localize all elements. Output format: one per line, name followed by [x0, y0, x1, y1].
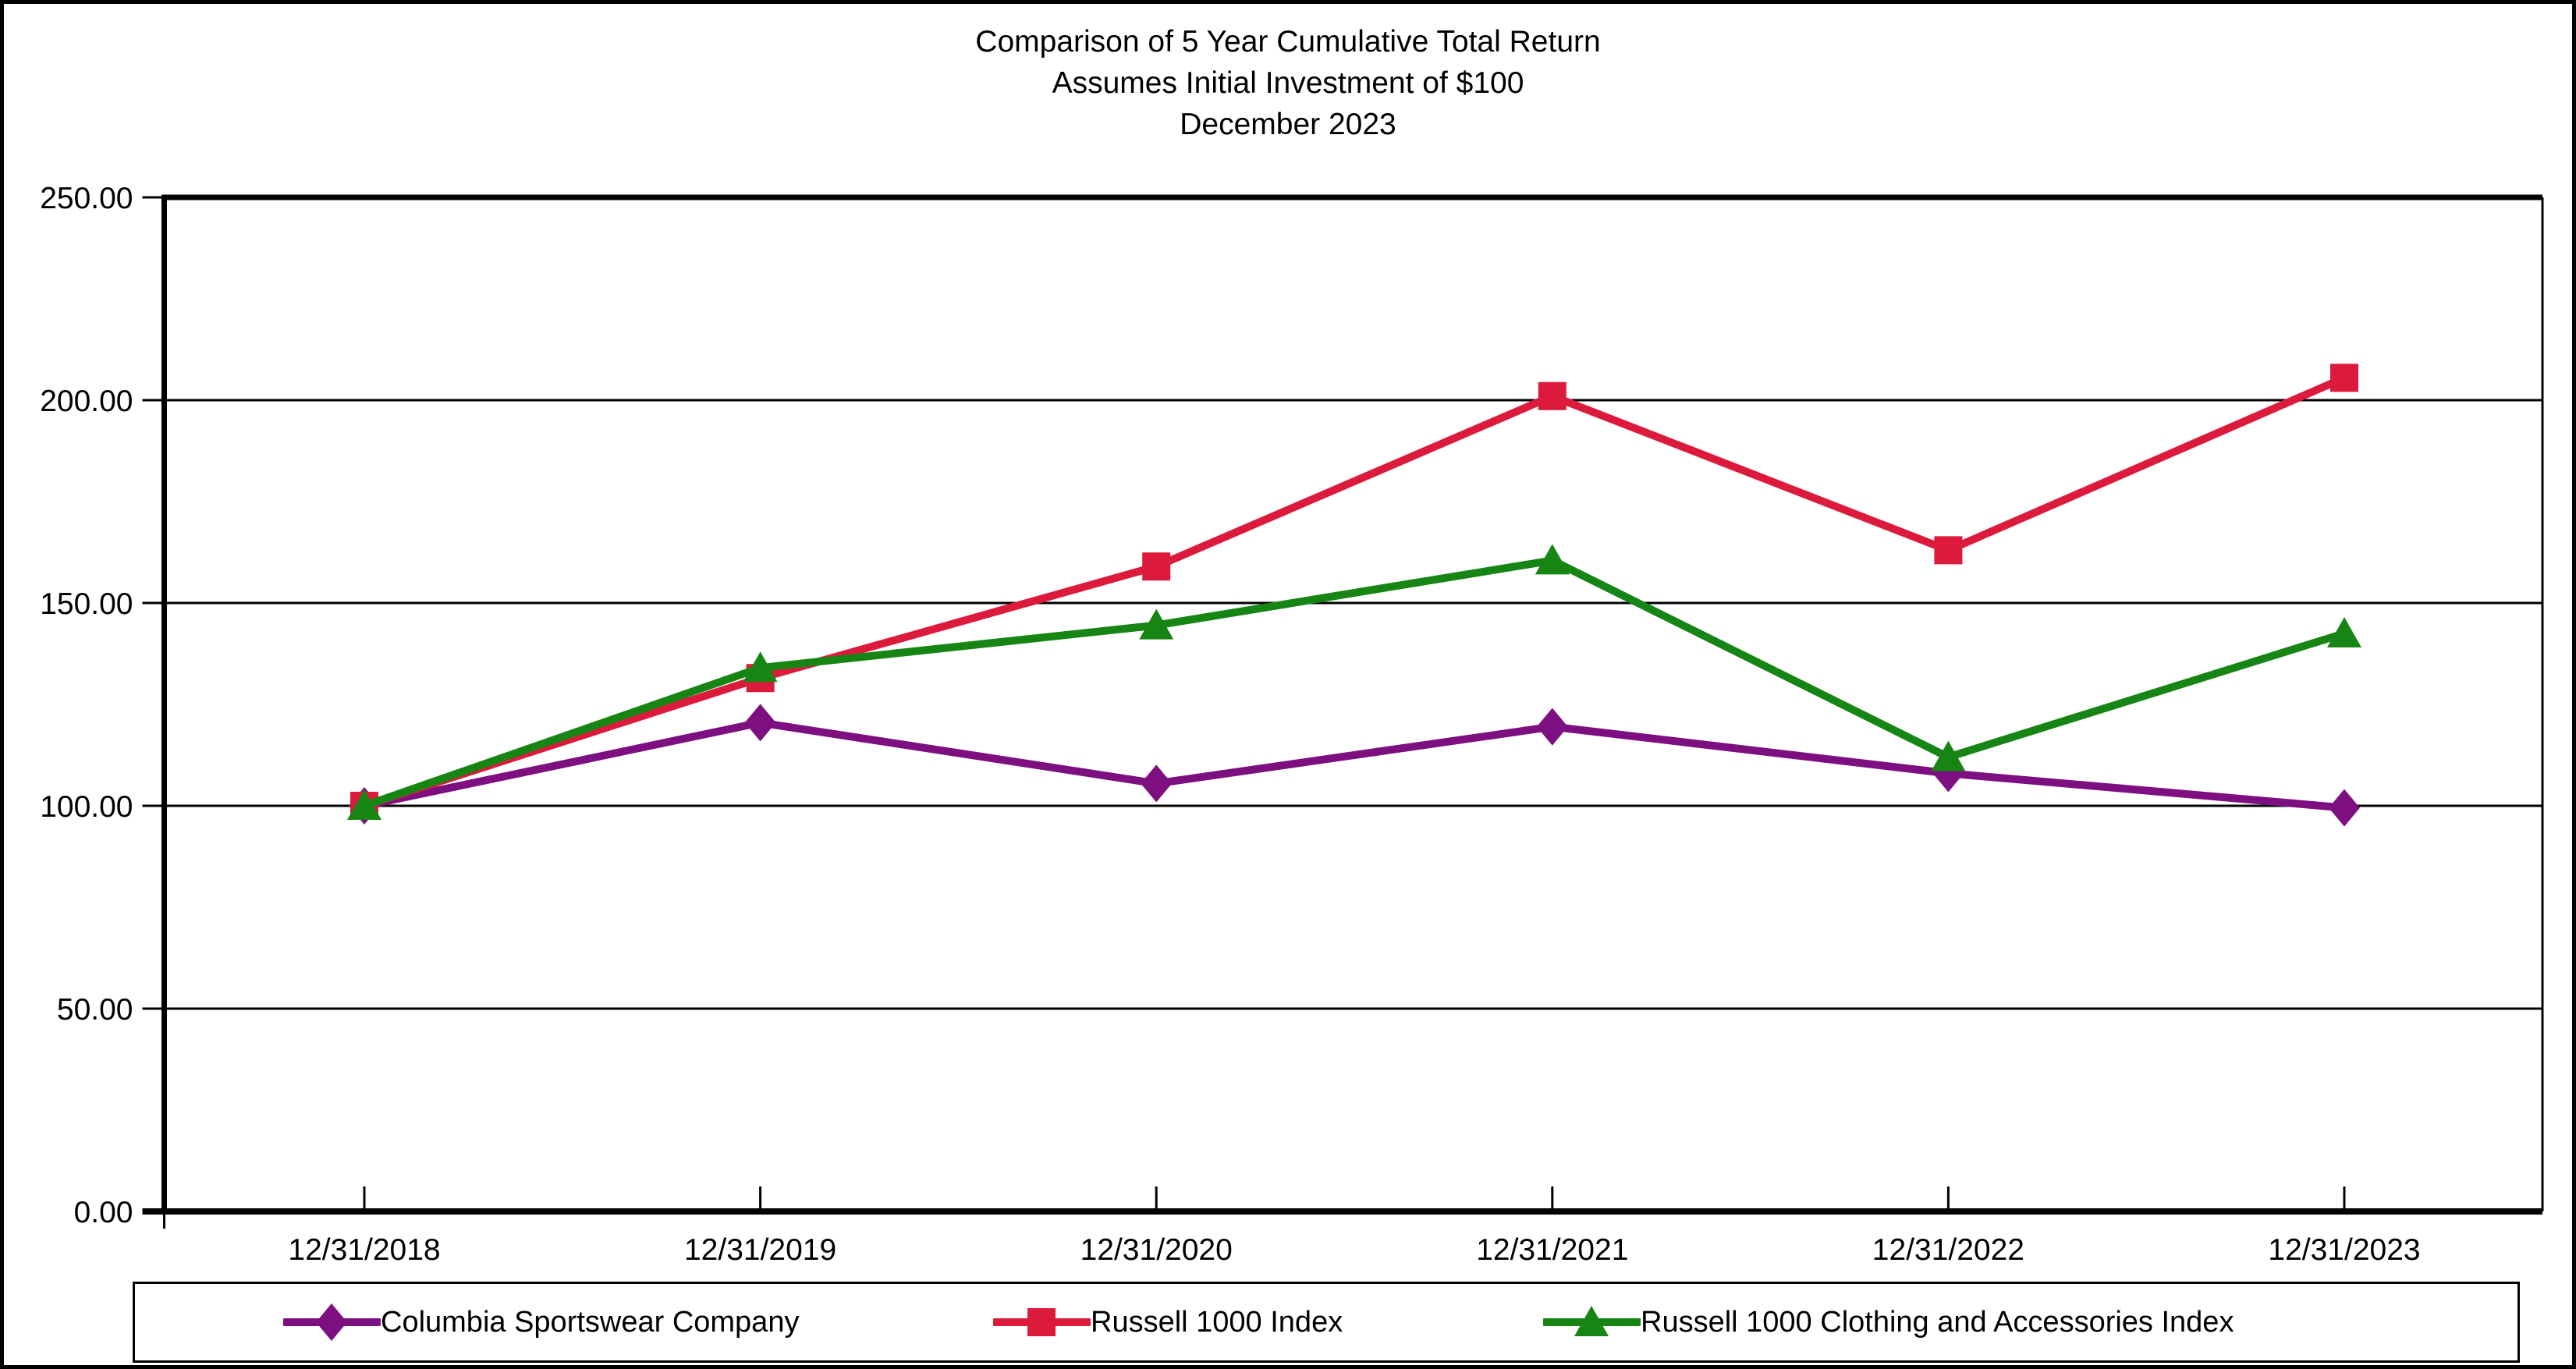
triangle-marker	[1535, 544, 1570, 575]
y-axis-label: 200.00	[40, 385, 133, 418]
x-axis-label: 12/31/2023	[2268, 1233, 2420, 1267]
chart-title-line-2: Assumes Initial Investment of $100	[1052, 66, 1524, 100]
x-axis-label: 12/31/2021	[1476, 1233, 1628, 1267]
triangle-marker	[1139, 608, 1174, 640]
series-line	[360, 374, 2348, 810]
legend-item: Columbia Sportswear Company	[283, 1284, 799, 1360]
square-marker	[1934, 536, 1963, 565]
triangle-marker	[1931, 740, 1966, 771]
square-marker	[1142, 552, 1171, 581]
legend-label: Columbia Sportswear Company	[381, 1305, 800, 1339]
series-line	[360, 556, 2348, 810]
chart-title: Comparison of 5 Year Cumulative Total Re…	[4, 21, 2572, 145]
y-axis-label: 0.00	[74, 1196, 133, 1229]
triangle-marker	[347, 789, 381, 820]
legend-key-square-icon	[993, 1308, 1091, 1336]
diamond-marker	[2329, 789, 2360, 827]
x-axis-label: 12/31/2020	[1080, 1233, 1233, 1267]
legend-key-triangle-icon	[1543, 1306, 1641, 1336]
y-axis-label: 150.00	[40, 587, 133, 621]
triangle-marker	[743, 651, 778, 683]
legend-item: Russell 1000 Index	[993, 1284, 1343, 1360]
diamond-marker	[744, 704, 776, 742]
diamond-marker	[1141, 764, 1173, 803]
x-axis-label: 12/31/2019	[684, 1233, 836, 1267]
legend-item: Russell 1000 Clothing and Accessories In…	[1543, 1284, 2234, 1360]
square-marker	[1538, 381, 1567, 410]
y-axis-label: 250.00	[40, 182, 133, 215]
legend-label: Russell 1000 Clothing and Accessories In…	[1641, 1305, 2234, 1339]
y-axis-label: 100.00	[40, 790, 133, 824]
plot-area: 0.00 50.00 100.00 150.00 200.00 250.00 12/31/2…	[40, 182, 2544, 1267]
y-axis-label: 50.00	[57, 993, 133, 1027]
triangle-marker	[2327, 617, 2361, 647]
legend-key-diamond-icon	[283, 1303, 381, 1341]
diamond-marker	[1536, 708, 1568, 746]
x-axis-label: 12/31/2018	[288, 1233, 440, 1267]
series-line	[360, 718, 2348, 812]
square-marker	[2330, 364, 2358, 392]
legend-label: Russell 1000 Index	[1091, 1305, 1343, 1339]
x-axis-label: 12/31/2022	[1872, 1233, 2024, 1267]
chart-title-line-1: Comparison of 5 Year Cumulative Total Re…	[975, 25, 1601, 59]
chart-legend: Columbia Sportswear Company Russell 1000 …	[133, 1282, 2520, 1363]
chart-title-line-3: December 2023	[1180, 108, 1396, 141]
